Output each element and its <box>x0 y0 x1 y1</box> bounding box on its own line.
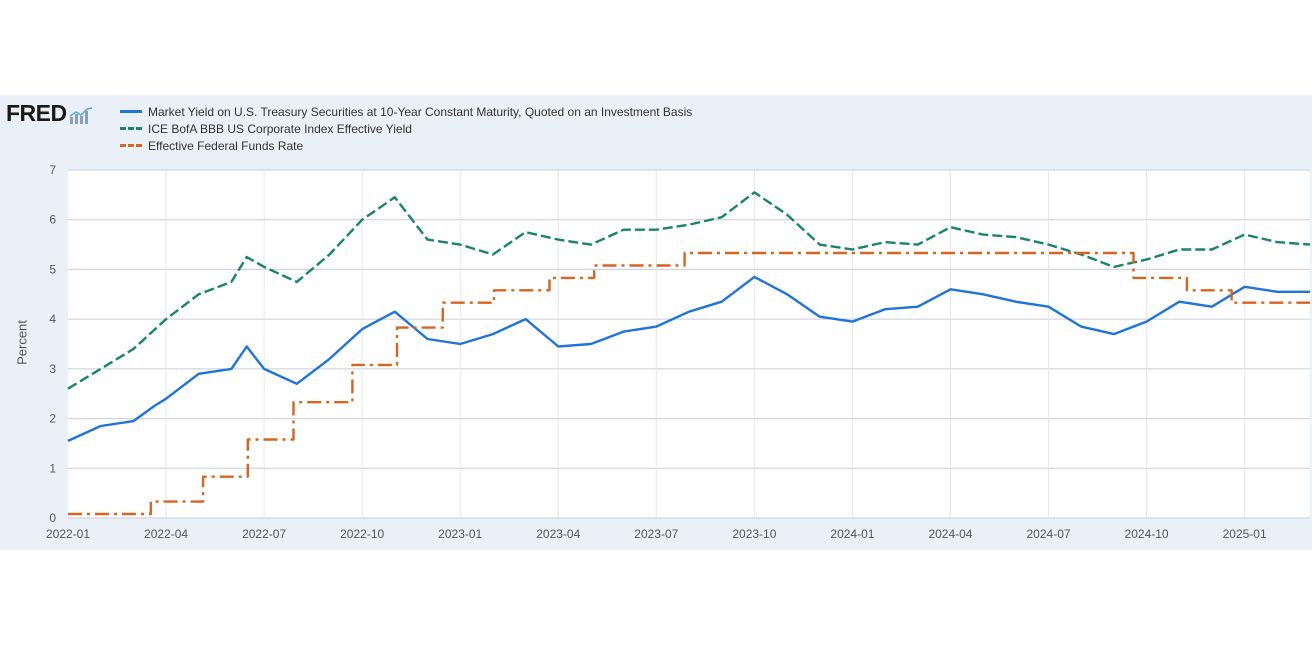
legend-item: ICE BofA BBB US Corporate Index Effectiv… <box>120 120 692 137</box>
x-tick-label: 2023-07 <box>634 527 678 541</box>
y-tick-label: 3 <box>49 362 56 376</box>
y-tick-label: 5 <box>49 262 56 276</box>
x-tick-label: 2024-01 <box>830 527 874 541</box>
legend-label: Market Yield on U.S. Treasury Securities… <box>148 104 693 119</box>
y-tick-label: 6 <box>49 213 56 227</box>
y-tick-label: 2 <box>49 412 56 426</box>
x-tick-label: 2022-01 <box>46 527 90 541</box>
x-tick-label: 2024-04 <box>928 527 972 541</box>
x-tick-label: 2022-07 <box>242 527 286 541</box>
fred-logo: FRED <box>6 101 93 125</box>
legend-swatch <box>120 110 142 113</box>
x-tick-label: 2024-10 <box>1125 527 1169 541</box>
x-tick-label: 2025-01 <box>1223 527 1267 541</box>
logo-text: FRED <box>6 100 67 126</box>
legend-swatch <box>120 144 142 147</box>
x-tick-label: 2022-10 <box>340 527 384 541</box>
x-tick-label: 2023-04 <box>536 527 580 541</box>
line-chart: 0 1 2 3 4 5 6 7 2022-01 2022-04 2022-07 2022-10 2023… <box>46 163 1311 541</box>
chart-panel: FRED Market Yield on U.S. Treasury Secur… <box>0 95 1312 550</box>
x-tick-label: 2022-04 <box>144 527 188 541</box>
legend-item: Market Yield on U.S. Treasury Securities… <box>120 103 692 120</box>
y-tick-label: 4 <box>49 312 56 326</box>
legend-label: Effective Federal Funds Rate <box>148 138 304 153</box>
x-tick-label: 2023-10 <box>732 527 776 541</box>
fed-funds-line <box>68 251 1310 516</box>
plot-area <box>68 170 1310 518</box>
logo-chart-icon <box>69 107 92 124</box>
legend-swatch <box>120 127 142 130</box>
legend-label: ICE BofA BBB US Corporate Index Effectiv… <box>148 121 412 136</box>
y-tick-label: 1 <box>49 461 56 475</box>
legend: Market Yield on U.S. Treasury Securities… <box>120 103 692 154</box>
treasury-10y-line <box>67 275 1310 442</box>
x-tick-label: 2023-01 <box>438 527 482 541</box>
y-tick-label: 7 <box>49 163 56 177</box>
y-tick-label: 0 <box>49 511 56 525</box>
legend-item: Effective Federal Funds Rate <box>120 137 692 154</box>
x-tick-label: 2024-07 <box>1027 527 1071 541</box>
bbb-yield-line <box>67 191 1311 390</box>
